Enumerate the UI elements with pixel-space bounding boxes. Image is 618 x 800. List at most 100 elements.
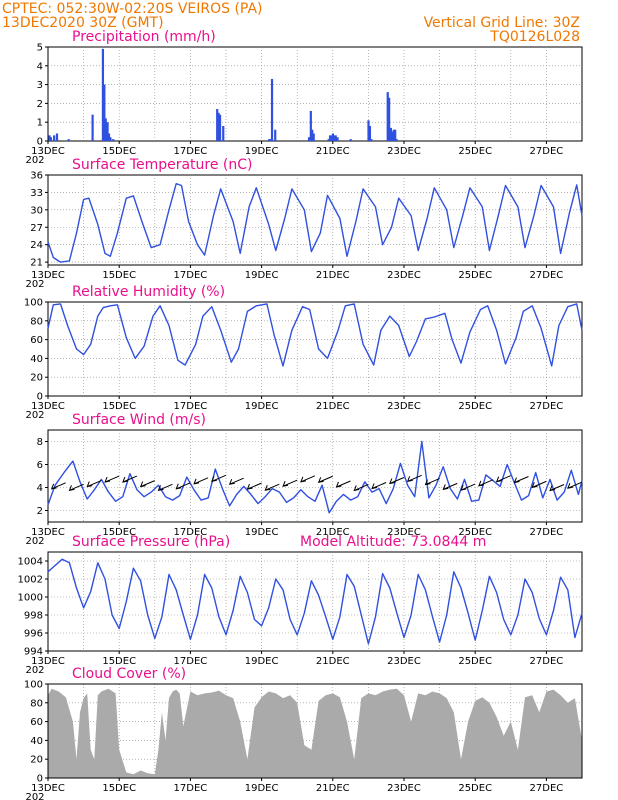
wind-arrow-head: [157, 485, 164, 492]
cloud-cover-title: Cloud Cover (%): [72, 666, 186, 682]
cloud-cover-xtick-label: 23DEC: [387, 783, 421, 794]
precipitation-bar: [336, 137, 339, 141]
wind-arrow-head: [513, 477, 520, 484]
precipitation-bar: [109, 137, 112, 141]
precipitation-bar: [218, 114, 222, 141]
temperature-title: Surface Temperature (nC): [72, 157, 253, 173]
humidity-xtick-label: 21DEC: [316, 401, 350, 412]
wind-arrow-head: [406, 476, 413, 483]
wind-arrow: [69, 483, 84, 491]
cloud-cover-frame-overlay: [47, 683, 583, 779]
precipitation-bar: [367, 120, 370, 141]
precipitation-bar: [67, 139, 70, 141]
cloud-cover-xtick-label: 17DEC: [174, 783, 208, 794]
precipitation-bar: [331, 133, 334, 141]
precipitation-xtick-label: 27DEC: [530, 146, 564, 157]
precipitation-ytick-label: 1: [37, 118, 43, 129]
humidity-xtick-label: 27DEC: [530, 401, 564, 412]
wind-arrow-head: [104, 476, 111, 483]
precipitation-bar: [104, 118, 107, 141]
wind-arrow: [87, 480, 102, 488]
wind-arrow-head: [228, 479, 235, 485]
wind-arrow: [407, 474, 422, 482]
wind-ytick-label: 4: [37, 483, 43, 494]
precipitation-panel: 0 1 2 3 4 5 13DEC 15DEC 17DEC 19DEC 21DEC 23DEC 25DE…: [25, 29, 583, 166]
wind-title: Surface Wind (m/s): [72, 412, 206, 428]
wind-arrow: [549, 484, 565, 491]
wind-xtick-label: 17DEC: [174, 527, 208, 538]
precipitation-bar: [386, 92, 389, 141]
precipitation-bar: [112, 139, 115, 141]
precipitation-frame: [47, 46, 583, 142]
humidity-xtick-label: 13DEC: [31, 401, 65, 412]
wind-arrow-head: [317, 477, 324, 483]
temperature-ytick-label: 21: [30, 258, 43, 269]
temperature-ytick-label: 24: [30, 240, 43, 251]
temperature-xtick-label: 15DEC: [102, 270, 136, 281]
cloud-cover-xtick-label: 27DEC: [530, 783, 564, 794]
precipitation-xtick-label: 17DEC: [174, 146, 208, 157]
wind-arrow-head: [424, 479, 431, 486]
precipitation-xtick-label: 15DEC: [102, 146, 136, 157]
precipitation-bar: [309, 110, 312, 141]
precipitation-bar: [216, 109, 219, 141]
wind-arrow: [389, 477, 405, 484]
wind-arrow-head: [371, 483, 378, 490]
wind-arrow: [265, 483, 280, 491]
wind-arrow-head: [389, 478, 395, 485]
cloud-cover-xtick-label: 25DEC: [458, 783, 492, 794]
pressure-title: Surface Pressure (hPa): [72, 534, 230, 550]
wind-ytick-label: 6: [37, 460, 43, 471]
temperature-xtick-label: 27DEC: [530, 270, 564, 281]
model-label: TQ0126L028: [490, 29, 580, 45]
precipitation-bar: [395, 139, 398, 141]
wind-series-line: [47, 440, 583, 514]
wind-ytick-label: 8: [37, 437, 43, 448]
pressure-xtick-label: 15DEC: [102, 656, 136, 667]
wind-xtick-label: 19DEC: [245, 527, 279, 538]
precipitation-ytick-label: 5: [37, 43, 43, 54]
temperature-xtick-label: 19DEC: [245, 270, 279, 281]
wind-arrow-head: [122, 476, 128, 483]
wind-arrow-head: [442, 484, 449, 491]
wind-arrow-head: [175, 483, 182, 490]
humidity-xtick-label: 23DEC: [387, 401, 421, 412]
wind-panel: 2 4 6 8 13DEC 15DEC 17DEC 19DEC 21DEC 23DEC 25DEC 2…: [25, 412, 583, 547]
wind-arrow: [532, 480, 547, 488]
precipitation-bar: [101, 48, 105, 141]
wind-year-label: 202: [25, 536, 44, 547]
precipitation-bar: [394, 129, 397, 141]
humidity-year-label: 202: [25, 410, 44, 421]
wind-ytick-label: 2: [37, 506, 43, 517]
precipitation-bar: [368, 125, 372, 141]
precipitation-bar: [55, 133, 59, 141]
precipitation-bar: [370, 139, 373, 141]
cloud-cover-xtick-label: 15DEC: [102, 783, 136, 794]
wind-arrow: [336, 480, 351, 488]
precipitation-xtick-label: 21DEC: [316, 146, 350, 157]
wind-xtick-label: 21DEC: [316, 527, 350, 538]
wind-arrow: [567, 481, 583, 489]
wind-xtick-label: 25DEC: [458, 527, 492, 538]
precipitation-bar: [311, 129, 314, 141]
precipitation-bar: [349, 139, 352, 141]
pressure-ytick-label: 1000: [18, 593, 43, 604]
wind-arrow: [158, 483, 173, 491]
wind-arrow: [176, 482, 191, 490]
pressure-panel: 994 996 998 1000 1002 1004 13DEC 15DEC 17DEC 19DE…: [18, 534, 583, 676]
humidity-xtick-label: 25DEC: [458, 401, 492, 412]
precipitation-bar: [389, 127, 393, 141]
wind-arrow: [443, 482, 458, 490]
precipitation-bar: [53, 135, 56, 141]
precipitation-bar: [312, 133, 315, 141]
humidity-ytick-label: 80: [30, 316, 43, 327]
precipitation-bar: [330, 135, 333, 141]
run-date-label: 13DEC2020 30Z (GMT): [2, 15, 164, 31]
wind-xtick-label: 27DEC: [530, 527, 564, 538]
precipitation-bar: [217, 112, 220, 141]
wind-arrow: [496, 475, 511, 483]
precipitation-bar: [274, 129, 277, 141]
temperature-ytick-label: 27: [30, 223, 43, 234]
temperature-xtick-label: 21DEC: [316, 270, 350, 281]
